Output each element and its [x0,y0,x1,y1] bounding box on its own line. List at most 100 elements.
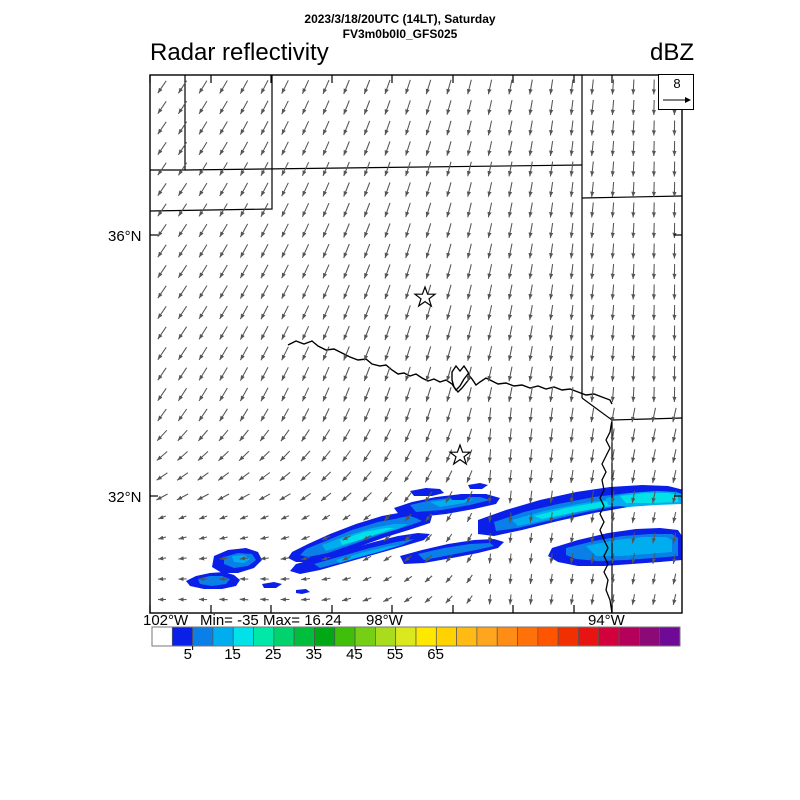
wind-vector [342,535,351,541]
wind-vector [301,100,310,115]
wind-vector [343,120,350,136]
wind-vector [177,162,188,176]
wind-vector [466,325,472,341]
wind-vector [466,120,472,136]
wind-vector [487,243,493,259]
wind-vector [445,595,453,604]
wind-vector [363,223,371,238]
wind-vector [198,141,208,156]
wind-vector [157,142,167,155]
wind-vector [260,285,269,299]
wind-vector [631,161,636,177]
wind-vector [239,305,249,320]
wind-vector [177,80,188,94]
wind-vector [405,407,411,423]
vector-reference-value: 8 [673,76,681,91]
wind-vector [631,490,636,504]
wind-vector [157,306,167,319]
wind-vector [279,493,291,501]
wind-vector [631,407,636,423]
wind-vector [157,388,167,401]
wind-vector [405,141,411,156]
colorbar-tick-label: 55 [386,646,404,663]
wind-vector [260,80,269,94]
wind-vector [342,576,351,581]
wind-vector [528,284,533,300]
wind-vector [239,387,249,402]
wind-vector [590,345,595,362]
wind-vector [405,79,411,95]
wind-vector [569,387,574,402]
wind-vector [239,182,249,197]
wind-vector [403,596,413,603]
wind-vector [320,492,332,502]
wind-vector [281,203,289,217]
wind-vector [631,325,636,341]
wind-vector [631,284,636,300]
wind-vector [590,120,595,136]
wind-vector [404,534,412,542]
wind-vector [259,429,270,442]
wind-vector [507,366,513,382]
wind-vector [590,366,595,382]
wind-vector [569,573,575,585]
wind-vector [363,202,371,218]
wind-vector [197,493,209,501]
wind-vector [487,141,493,156]
wind-vector [569,469,574,484]
wind-vector [280,535,290,540]
wind-vector [590,222,595,239]
wind-vector [549,243,554,259]
wind-vector [341,471,352,482]
wind-vector [322,387,330,402]
wind-vector [487,449,492,463]
wind-vector [651,449,656,463]
wind-vector [466,346,472,361]
wind-vector [198,100,208,115]
wind-vector [157,326,167,340]
wind-vector [403,470,413,483]
wind-vector [528,182,533,197]
wind-vector [508,594,513,605]
wind-vector [260,264,269,279]
wind-vector [569,223,574,238]
wind-vector [404,555,412,562]
wind-vector [363,514,371,521]
wind-vector [281,141,289,156]
wind-vector [549,100,554,115]
wind-vector [549,512,554,523]
colorbar-cell [171,626,193,647]
wind-vector [219,346,228,361]
wind-vector [343,408,350,422]
wind-vector [321,576,331,581]
wind-vector [343,141,350,156]
wind-vector [404,513,412,522]
wind-vector [301,366,310,382]
wind-vector [259,450,270,462]
wind-vector [487,533,493,543]
wind-vector [258,493,271,501]
wind-vector [610,120,615,136]
wind-vector [549,141,554,156]
wind-vector [672,573,677,585]
wind-vector [177,429,188,442]
wind-vector [446,223,452,238]
wind-vector [508,428,513,443]
wind-vector [281,80,289,94]
wind-vector [219,80,228,94]
wind-vector [590,573,595,585]
wind-vector [487,161,493,177]
wind-vector [301,535,310,541]
lat-label-32n: 32°N [108,489,142,506]
wind-vector [363,346,371,361]
wind-vector [157,203,167,217]
wind-vector [549,161,554,177]
wind-vector [446,202,452,218]
wind-vector [260,346,269,361]
wind-vector [281,367,289,381]
wind-vector [384,223,391,238]
wind-vector [569,284,574,300]
wind-vector [384,79,391,95]
colorbar-cell [415,626,437,647]
